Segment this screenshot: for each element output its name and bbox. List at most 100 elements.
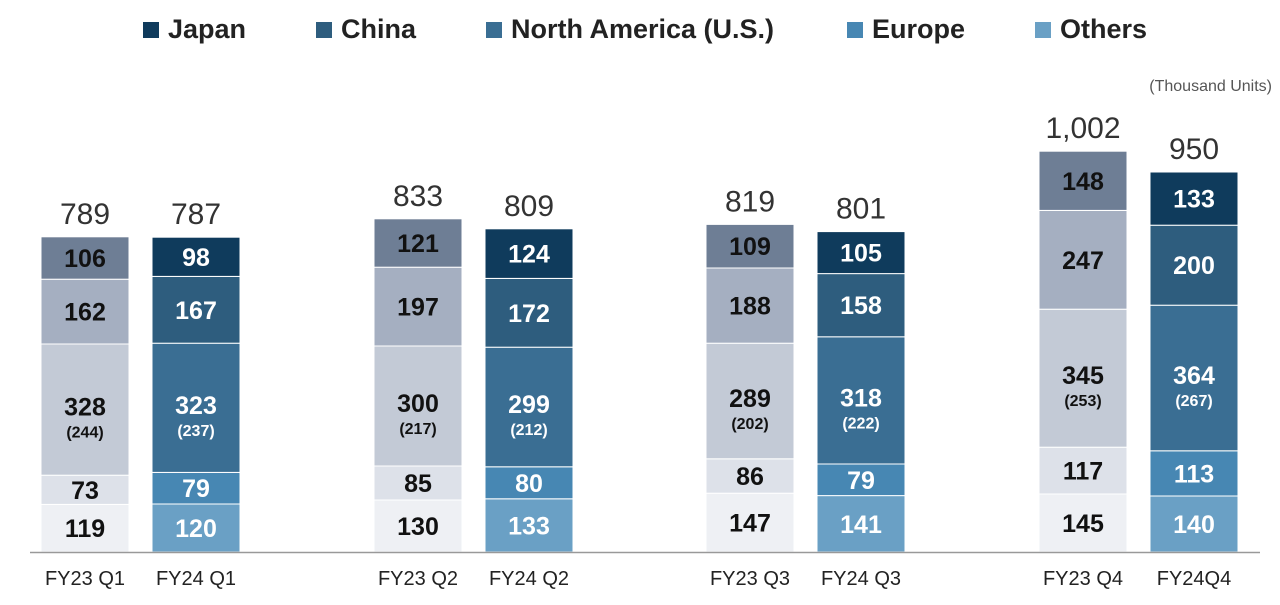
bar-segment-japan <box>1038 150 1128 211</box>
category-label: FY23 Q1 <box>45 568 125 590</box>
bar-segment-japan <box>1149 171 1239 226</box>
bar-segment-china <box>484 277 574 348</box>
data-label-north-america: 300 <box>397 390 439 418</box>
data-label-japan: 133 <box>1173 186 1215 214</box>
bar-segment-north-america <box>373 345 463 467</box>
data-label-us: (222) <box>842 415 879 432</box>
bar-segment-north-america <box>151 342 241 473</box>
bar-segment-europe <box>1149 450 1239 497</box>
data-label-japan: 109 <box>729 233 771 261</box>
data-label-china: 188 <box>729 293 771 321</box>
data-label-europe: 113 <box>1174 460 1214 488</box>
legend-item-europe: Europe <box>847 14 965 45</box>
data-label-us: (237) <box>177 423 214 440</box>
bar-segment-others <box>1149 495 1239 553</box>
bar-segment-europe <box>373 465 463 501</box>
data-label-china: 172 <box>508 300 550 328</box>
total-label: 801 <box>836 193 886 226</box>
data-label-japan: 121 <box>397 230 439 258</box>
data-label-others: 119 <box>65 515 105 543</box>
unit-note: (Thousand Units) <box>1149 78 1272 95</box>
data-label-us: (217) <box>399 421 436 438</box>
category-label: FY24 Q1 <box>156 568 236 590</box>
bar-segment-others <box>816 495 906 553</box>
data-label-europe: 86 <box>736 463 764 491</box>
bar-segment-north-america <box>1149 304 1239 452</box>
total-label: 950 <box>1169 133 1219 166</box>
data-label-north-america: 299 <box>508 391 550 419</box>
legend-label-europe: Europe <box>872 14 966 44</box>
bar-segment-china <box>1038 209 1128 310</box>
total-label: 787 <box>171 198 221 231</box>
data-label-north-america: 318 <box>840 384 882 412</box>
bar-segment-china <box>373 266 463 347</box>
bar-segment-europe <box>151 471 241 505</box>
category-label: FY23 Q3 <box>710 568 790 590</box>
data-label-europe: 117 <box>1063 458 1103 486</box>
legend-label-north-america: North America (U.S.) <box>511 14 775 44</box>
bar-segment-north-america <box>484 346 574 468</box>
legend-item-others: Others <box>1035 14 1147 45</box>
bar-segment-japan <box>373 218 463 268</box>
data-label-china: 167 <box>175 297 217 325</box>
category-label: FY24Q4 <box>1157 568 1231 590</box>
data-label-us: (253) <box>1064 393 1101 410</box>
bar-segment-north-america <box>40 343 130 476</box>
bar-segment-japan <box>816 231 906 275</box>
legend: Japan China North America (U.S.) Europe … <box>0 14 1280 50</box>
bar-segment-china <box>40 278 130 345</box>
category-label: FY24 Q3 <box>821 568 901 590</box>
bar-segment-others <box>705 492 795 553</box>
category-label: FY24 Q2 <box>489 568 569 590</box>
legend-label-others: Others <box>1060 14 1148 44</box>
data-label-others: 130 <box>397 513 439 541</box>
category-label: FY23 Q2 <box>378 568 458 590</box>
category-label: FY23 Q4 <box>1043 568 1123 590</box>
bar-segment-north-america <box>1038 308 1128 448</box>
bar-segment-europe <box>40 474 130 505</box>
bar-segment-china <box>816 273 906 338</box>
total-label: 789 <box>60 198 110 231</box>
data-label-us: (202) <box>731 416 768 433</box>
total-label: 833 <box>393 180 443 213</box>
bar-segment-japan <box>705 223 795 269</box>
data-label-north-america: 364 <box>1173 362 1215 390</box>
data-label-europe: 85 <box>404 470 432 498</box>
data-label-us: (267) <box>1175 393 1212 410</box>
data-label-others: 133 <box>508 512 550 540</box>
data-label-others: 147 <box>729 510 771 538</box>
bar-segment-china <box>705 267 795 344</box>
data-label-europe: 80 <box>515 470 543 498</box>
data-label-japan: 105 <box>840 240 882 268</box>
data-label-china: 197 <box>397 294 439 322</box>
legend-swatch-japan <box>143 21 159 38</box>
data-label-china: 158 <box>840 292 882 320</box>
legend-swatch-north-america <box>486 21 502 38</box>
legend-item-china: China <box>316 14 416 45</box>
legend-swatch-others <box>1035 21 1051 38</box>
legend-swatch-china <box>316 21 332 38</box>
data-label-europe: 79 <box>847 467 875 495</box>
data-label-north-america: 323 <box>175 392 217 420</box>
bar-segment-north-america <box>705 342 795 460</box>
data-label-europe: 79 <box>182 475 210 503</box>
data-label-north-america: 289 <box>729 385 771 413</box>
legend-label-japan: Japan <box>168 14 247 44</box>
legend-label-china: China <box>341 14 417 44</box>
data-label-others: 120 <box>175 515 217 543</box>
data-label-us: (212) <box>510 422 547 439</box>
bar-segment-north-america <box>816 336 906 465</box>
bar-segment-china <box>1149 224 1239 306</box>
data-label-japan: 98 <box>182 244 210 272</box>
data-label-north-america: 345 <box>1062 362 1104 390</box>
bar-segment-europe <box>705 458 795 494</box>
bar-segment-china <box>151 275 241 344</box>
data-label-others: 140 <box>1173 511 1215 539</box>
legend-item-north-america: North America (U.S.) <box>486 14 774 45</box>
bar-segment-japan <box>484 228 574 279</box>
data-label-north-america: 328 <box>64 394 106 422</box>
bar-segment-others <box>1038 493 1128 553</box>
legend-item-japan: Japan <box>143 14 246 45</box>
data-label-china: 200 <box>1173 252 1215 280</box>
